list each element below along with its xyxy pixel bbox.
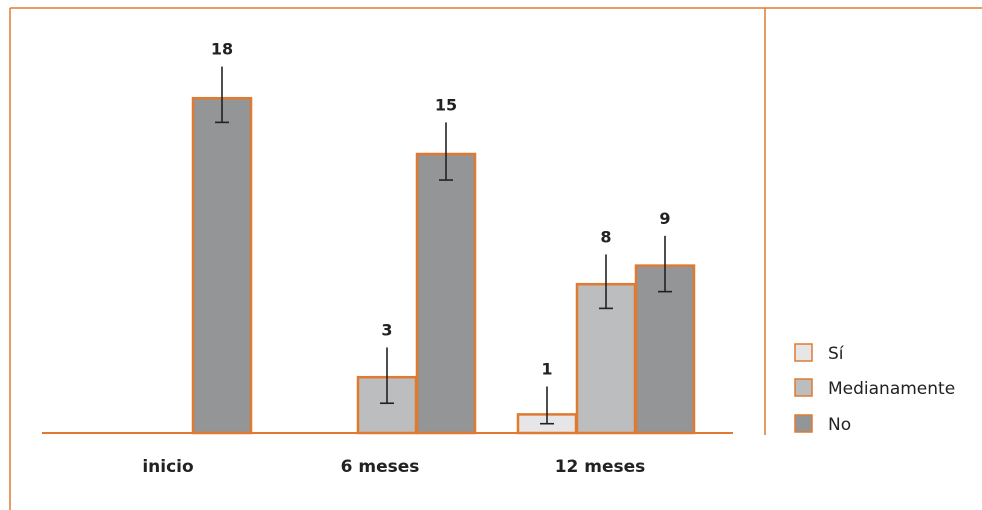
category-label: inicio [142, 457, 193, 477]
category-labels: inicio 6 meses 12 meses [142, 457, 645, 477]
data-label: 8 [600, 227, 611, 246]
plot-area: 1 3 8 18 15 9 [191, 40, 696, 435]
data-label: 3 [381, 320, 392, 339]
legend-swatch [794, 378, 813, 397]
legend-label: Medianamente [828, 379, 955, 399]
legend-swatch [794, 343, 813, 362]
data-label: 15 [435, 95, 457, 114]
error-bar [540, 386, 554, 425]
legend-label: No [828, 415, 851, 435]
error-bar [599, 254, 613, 310]
bar-no-0 [191, 96, 253, 435]
legend-swatch [794, 414, 813, 433]
data-label: 18 [211, 40, 233, 59]
category-label: 6 meses [341, 457, 420, 477]
legend-label: Sí [828, 344, 845, 364]
error-bar [215, 66, 229, 124]
data-label: 9 [659, 209, 670, 228]
error-bar [380, 347, 394, 405]
error-bar [658, 235, 672, 293]
bar-no-1 [415, 152, 477, 435]
category-label: 12 meses [555, 457, 646, 477]
data-label: 1 [541, 360, 552, 379]
error-bar [439, 122, 453, 181]
legend: Sí Medianamente No [794, 343, 955, 435]
